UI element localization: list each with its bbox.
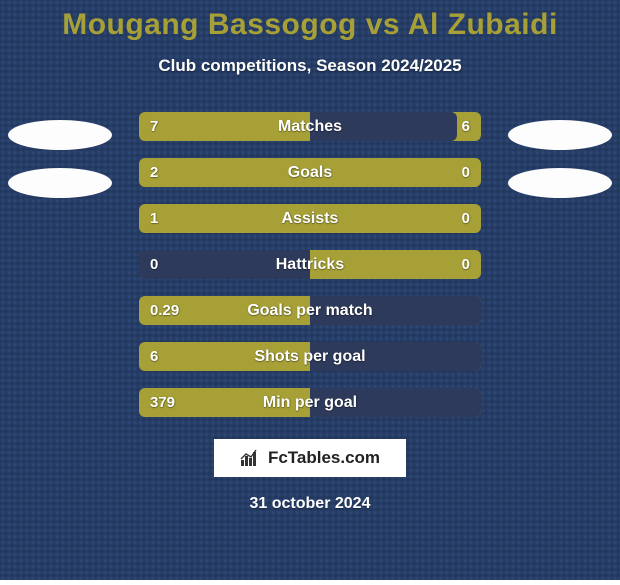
stat-bar-right-base [310,204,481,233]
stat-bar-right-fill [310,296,481,325]
stat-bar-left-fill [139,342,310,371]
stat-value-right: 0 [462,164,470,181]
player-right-avatar [508,120,612,150]
stat-row: Goals per match0.29 [139,296,481,325]
subtitle: Club competitions, Season 2024/2025 [158,56,461,76]
stat-row: Assists10 [139,204,481,233]
stat-value-left: 0.29 [150,302,179,319]
stat-value-left: 6 [150,348,158,365]
stat-bar-right-fill [310,342,481,371]
brand-chart-icon [240,449,262,467]
stat-bar-left-base [139,158,310,187]
stat-bar-left-base [139,342,310,371]
stat-row: Hattricks00 [139,250,481,279]
stat-row: Matches76 [139,112,481,141]
team-right-logo [508,168,612,198]
stat-bar-left-base [139,250,310,279]
stat-bar-right-base [310,250,481,279]
stat-value-left: 379 [150,394,175,411]
stat-value-right: 0 [462,210,470,227]
stat-bar-right-fill [310,388,481,417]
stat-row: Goals20 [139,158,481,187]
stat-bar-left-base [139,112,310,141]
stat-bar-right-base [310,296,481,325]
footer-date: 31 october 2024 [250,495,371,513]
stat-value-left: 2 [150,164,158,181]
brand-text: FcTables.com [268,448,380,468]
stat-bar-left-fill [139,112,310,141]
stat-bar-right-base [310,158,481,187]
team-left-logo [8,168,112,198]
stat-value-right: 6 [462,118,470,135]
player-left-avatar [8,120,112,150]
stat-bar-right-base [310,342,481,371]
stat-value-left: 0 [150,256,158,273]
stat-bar-left-fill [139,158,310,187]
stat-value-right: 0 [462,256,470,273]
stats-table: Matches76Goals20Assists10Hattricks00Goal… [139,112,481,417]
stat-row: Shots per goal6 [139,342,481,371]
page-title: Mougang Bassogog vs Al Zubaidi [62,8,558,42]
stat-value-left: 1 [150,210,158,227]
stat-bar-left-base [139,204,310,233]
stat-bar-right-fill [310,112,457,141]
brand-box[interactable]: FcTables.com [214,439,406,477]
stat-value-left: 7 [150,118,158,135]
stat-row: Min per goal379 [139,388,481,417]
stat-bar-right-base [310,112,481,141]
stat-bar-left-fill [139,204,310,233]
stat-bar-right-base [310,388,481,417]
